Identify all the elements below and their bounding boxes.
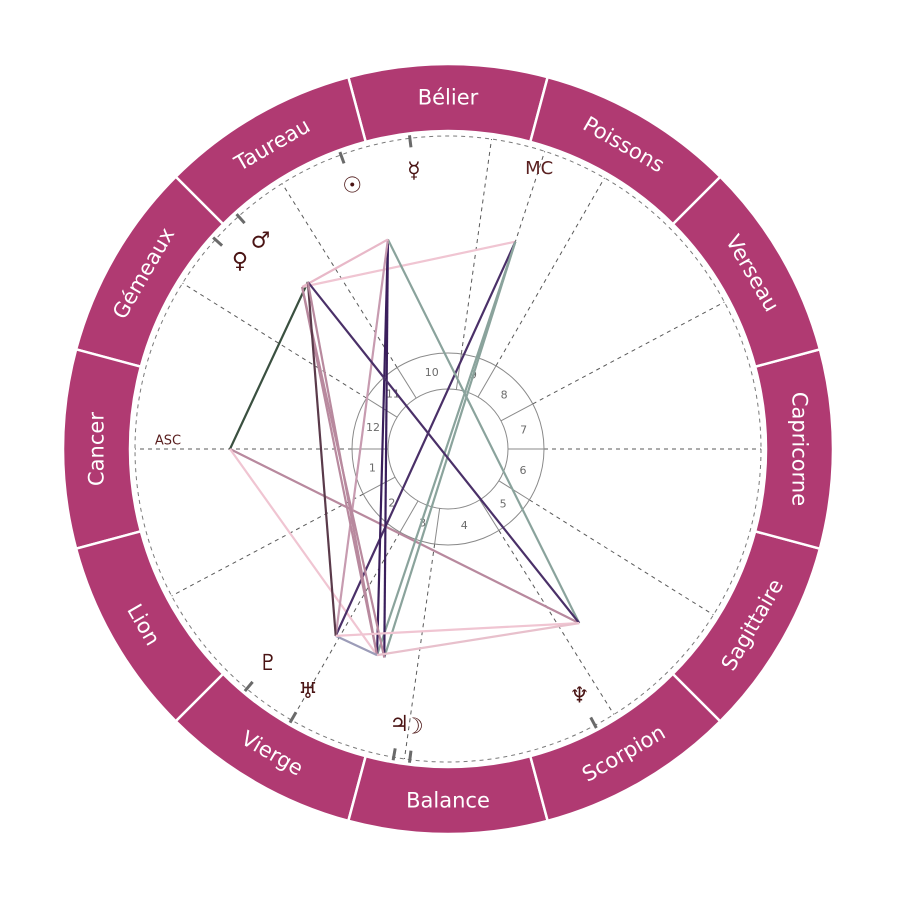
chart-labels: ASC MC ☉ ☿ ♀♂ ♇ ♅ ☽♃ ♆ xyxy=(155,158,589,739)
aspect-line-mc-venus xyxy=(301,240,516,289)
sun-glyph-icon: ☉ xyxy=(342,173,362,198)
aspect-line-moon-neptune xyxy=(376,622,580,657)
aspect-line-sun-neptune xyxy=(386,238,581,624)
aspect-line-mars-pluto xyxy=(306,281,337,636)
uranus-tick xyxy=(288,711,298,724)
uranus-glyph-icon: ♅ xyxy=(298,679,318,704)
house-number-10: 10 xyxy=(425,366,439,379)
sign-label-balance: Balance xyxy=(406,789,490,813)
moon-glyph-icon: ☽ xyxy=(404,714,424,739)
mercury-tick xyxy=(408,135,413,148)
planet-ticks xyxy=(212,135,598,763)
sign-label-cancer: Cancer xyxy=(85,412,109,486)
aspect-line-asc-mars xyxy=(229,281,309,450)
aspect-line-pluto-moon xyxy=(335,634,378,657)
venus-tick xyxy=(212,236,224,247)
pluto-glyph-icon: ♇ xyxy=(258,651,278,676)
house-number-7: 7 xyxy=(520,424,527,437)
house-number-6: 6 xyxy=(519,464,526,477)
mars-glyph-icon: ♂ xyxy=(251,228,271,253)
moon-tick xyxy=(408,750,413,763)
house-divider-5 xyxy=(479,499,500,531)
house-divider-3 xyxy=(399,500,419,533)
sun-tick xyxy=(338,151,346,164)
aspect-line-uranus-neptune xyxy=(335,622,580,637)
house-cusp-line-2 xyxy=(171,493,364,597)
mercury-glyph-icon: ☿ xyxy=(407,159,421,184)
house-cusp-line-9 xyxy=(495,177,605,367)
house-number-5: 5 xyxy=(500,498,507,511)
house-number-11: 11 xyxy=(386,387,400,400)
house-divider-4 xyxy=(434,508,441,545)
aspect-line-sun-venus xyxy=(301,238,389,288)
sign-label-capricorne: Capricorne xyxy=(788,392,812,506)
jupiter-glyph-icon: ♃ xyxy=(390,712,410,737)
house-number-1: 1 xyxy=(369,461,376,474)
axis-label-mc: MC xyxy=(525,158,553,179)
house-number-12: 12 xyxy=(366,421,380,434)
house-divider-11 xyxy=(396,367,417,399)
aspect-line-sun-uranus xyxy=(334,239,390,637)
mars-tick xyxy=(235,213,246,225)
house-divider-2 xyxy=(363,476,396,495)
jupiter-tick xyxy=(391,748,397,761)
aspect-line-sun-jupiter xyxy=(383,239,390,658)
house-number-2: 2 xyxy=(388,497,395,510)
neptune-tick xyxy=(589,716,598,729)
house-cusp-line-5 xyxy=(498,530,615,715)
sign-label-belier: Bélier xyxy=(418,86,479,110)
aspect-line-asc-neptune xyxy=(229,448,580,625)
aspect-line-mc-moon xyxy=(375,241,517,656)
aspect-line-mars-neptune xyxy=(307,281,581,624)
aspect-lines xyxy=(229,238,581,658)
house-cusp-line-6 xyxy=(529,499,714,616)
aspect-line-asc-moon xyxy=(229,448,378,656)
house-number-8: 8 xyxy=(501,388,508,401)
house-divider-12 xyxy=(366,397,398,418)
house-number-4: 4 xyxy=(461,519,468,532)
house-divider-9 xyxy=(477,365,497,398)
house-cusp-line-8 xyxy=(532,301,725,405)
pluto-tick xyxy=(243,680,254,693)
aspect-line-mars-moon xyxy=(306,281,379,656)
house-number-3: 3 xyxy=(419,516,426,529)
house-cusp-line-10 xyxy=(460,138,493,355)
neptune-glyph-icon: ♆ xyxy=(570,684,590,709)
house-cusp-line-12 xyxy=(182,282,367,399)
sign-segment-poissons xyxy=(528,75,723,226)
house-cusp-line-11 xyxy=(281,183,398,368)
house-divider-8 xyxy=(500,403,533,422)
aspect-line-mc-jupiter xyxy=(383,241,517,658)
venus-glyph-icon: ♀ xyxy=(232,249,248,274)
axis-label-asc: ASC xyxy=(155,434,181,449)
aspect-line-sun-moon xyxy=(375,239,390,656)
